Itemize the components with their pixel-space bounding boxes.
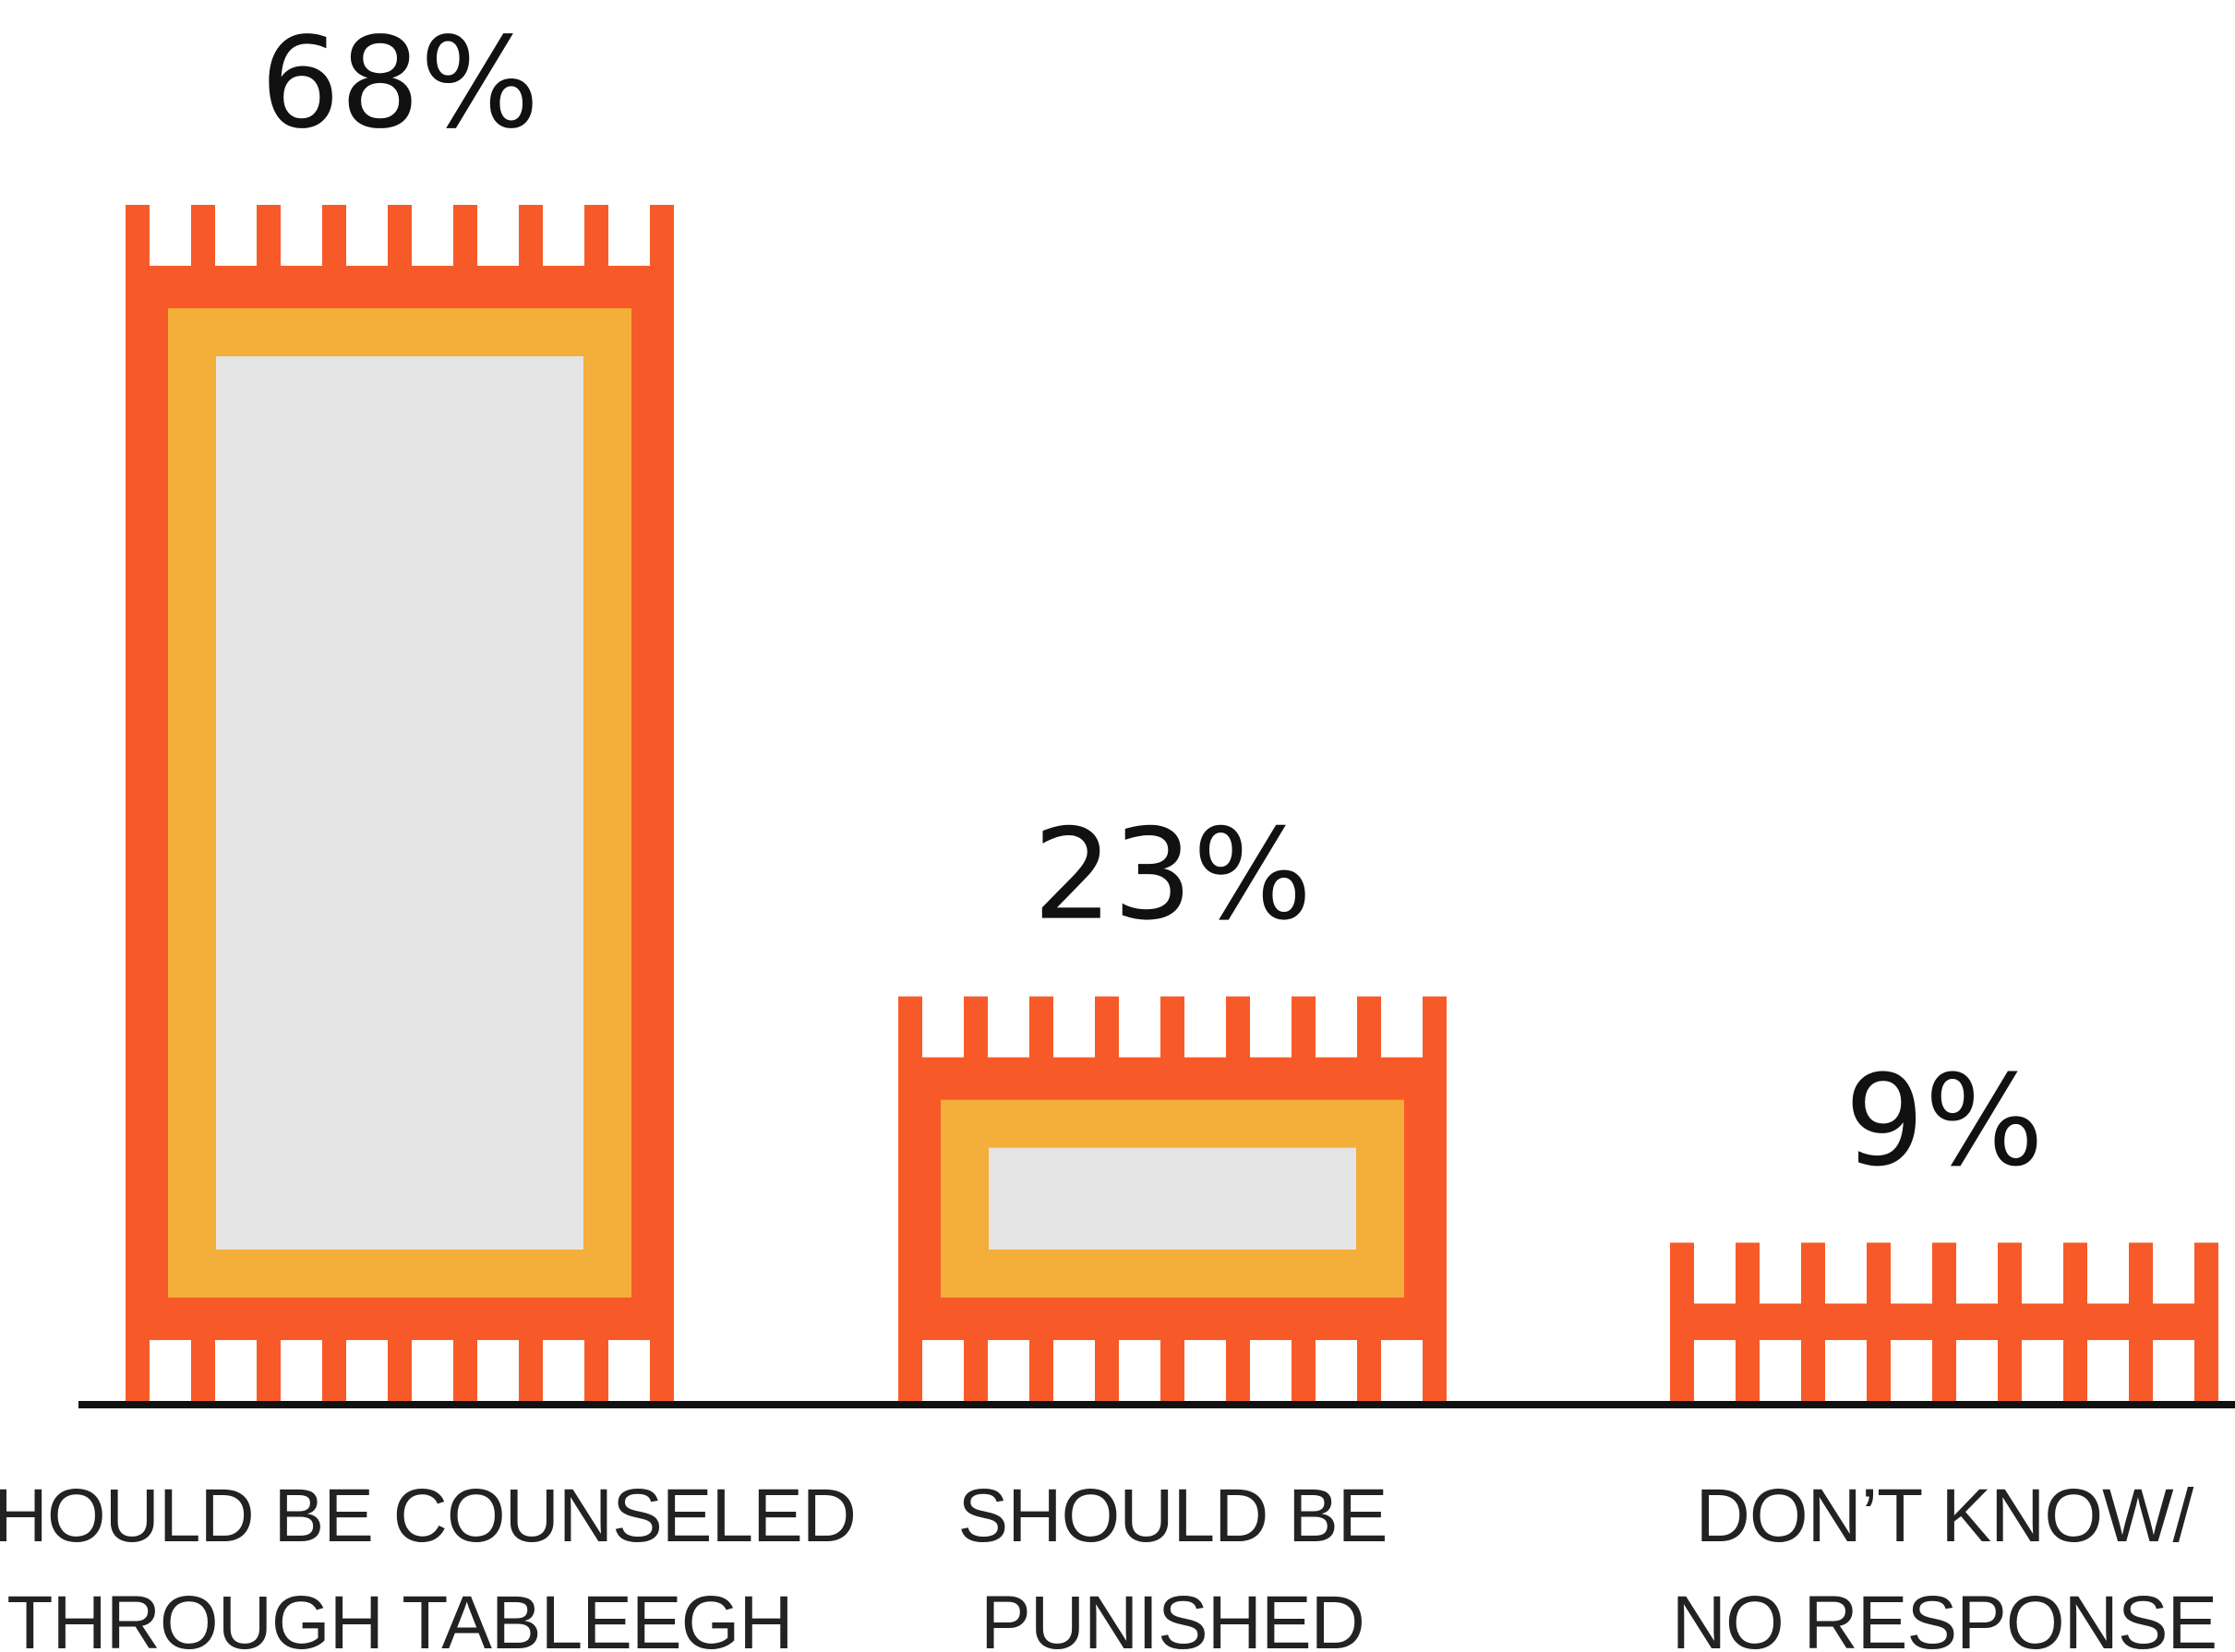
fringe-strand <box>1423 996 1447 1061</box>
bar-2-center <box>989 1147 1356 1250</box>
fringe-strand <box>453 205 477 269</box>
fringe-strand <box>2194 1336 2218 1401</box>
fringe-strand <box>191 205 215 269</box>
fringe-strand <box>126 1336 150 1401</box>
fringe-strand <box>650 205 674 269</box>
bar-3 <box>1670 1242 2218 1401</box>
fringe-strand <box>1867 1242 1891 1308</box>
fringe-strand <box>1160 1336 1184 1401</box>
bar-1-bottom-fringe <box>126 1336 674 1401</box>
fringe-strand <box>322 205 346 269</box>
fringe-strand <box>1029 1336 1053 1401</box>
category-label-1-line-2: THROUGH TABLEEGH <box>6 1581 792 1652</box>
fringe-strand <box>1736 1242 1760 1308</box>
fringe-strand <box>2063 1242 2087 1308</box>
bar-2-top-fringe <box>898 996 1447 1061</box>
fringe-strand <box>1160 996 1184 1061</box>
fringe-strand <box>1932 1336 1956 1401</box>
fringe-strand <box>1801 1242 1825 1308</box>
bar-2-bottom-fringe <box>898 1336 1447 1401</box>
bar-2 <box>898 996 1447 1401</box>
fringe-strand <box>1292 996 1316 1061</box>
fringe-strand <box>1670 1242 1694 1308</box>
category-label-2-line-1: SHOULD BE <box>958 1474 1388 1558</box>
value-label-2: 23% <box>1033 803 1312 949</box>
fringe-strand <box>2129 1242 2153 1308</box>
fringe-strand <box>257 205 281 269</box>
fringe-strand <box>584 1336 608 1401</box>
fringe-strand <box>126 205 150 269</box>
category-label-3-line-1: DON’T KNOW/ <box>1696 1474 2194 1558</box>
fringe-strand <box>2194 1242 2218 1308</box>
fringe-strand <box>584 205 608 269</box>
fringe-strand <box>1670 1336 1694 1401</box>
fringe-strand <box>1998 1336 2022 1401</box>
bar-3-top-fringe <box>1670 1242 2218 1308</box>
bar-1-top-fringe <box>126 205 674 269</box>
labels-layer: 68% SHOULD BE COUNSELED THROUGH TABLEEGH 23… <box>0 11 2217 1652</box>
bar-1-center <box>216 356 583 1250</box>
fringe-strand <box>1801 1336 1825 1401</box>
fringe-strand <box>1736 1336 1760 1401</box>
fringe-strand <box>1226 996 1250 1061</box>
fringe-strand <box>519 205 543 269</box>
fringe-strand <box>1029 996 1053 1061</box>
fringe-strand <box>453 1336 477 1401</box>
fringe-strand <box>191 1336 215 1401</box>
fringe-strand <box>519 1336 543 1401</box>
fringe-strand <box>1998 1242 2022 1308</box>
fringe-strand <box>1357 1336 1381 1401</box>
bar-1 <box>126 205 674 1401</box>
fringe-strand <box>1226 1336 1250 1401</box>
fringe-strand <box>2063 1336 2087 1401</box>
fringe-strand <box>650 1336 674 1401</box>
fringe-strand <box>1932 1242 1956 1308</box>
bar-3-outer <box>1670 1303 2218 1340</box>
fringe-strand <box>1292 1336 1316 1401</box>
category-label-3-line-2: NO RESPONSE <box>1672 1581 2217 1652</box>
bar-3-bottom-fringe <box>1670 1336 2218 1401</box>
bars-layer <box>126 205 2218 1401</box>
fringe-strand <box>964 996 988 1061</box>
fringe-strand <box>2129 1336 2153 1401</box>
fringe-strand <box>1095 1336 1119 1401</box>
fringe-strand <box>388 1336 412 1401</box>
fringe-strand <box>1357 996 1381 1061</box>
fringe-strand <box>1095 996 1119 1061</box>
fringe-strand <box>898 1336 922 1401</box>
fringe-strand <box>322 1336 346 1401</box>
fringe-strand <box>964 1336 988 1401</box>
category-label-1-line-1: SHOULD BE COUNSELED <box>0 1474 856 1558</box>
category-label-2-line-2: PUNISHED <box>980 1581 1364 1652</box>
fringe-strand <box>898 996 922 1061</box>
fringe-strand <box>1423 1336 1447 1401</box>
value-label-3: 9% <box>1844 1048 2044 1194</box>
fringe-strand <box>388 205 412 269</box>
value-label-1: 68% <box>260 11 539 157</box>
fringe-strand <box>257 1336 281 1401</box>
fringe-strand <box>1867 1336 1891 1401</box>
